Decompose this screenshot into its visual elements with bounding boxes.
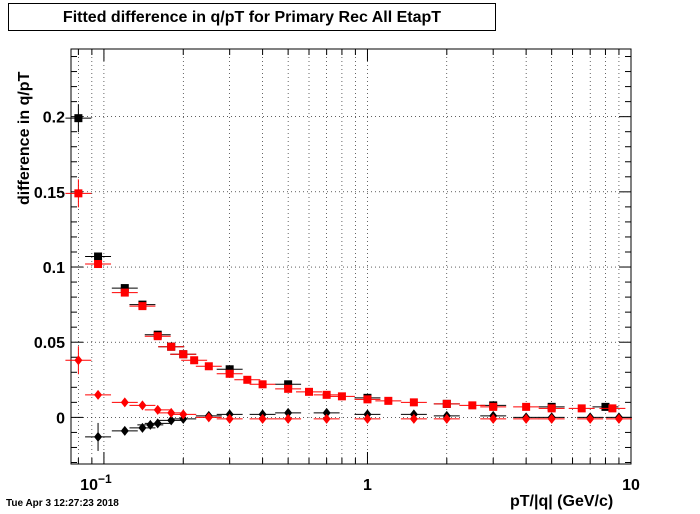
- data-point-square: [153, 332, 162, 341]
- data-point-square: [120, 288, 129, 297]
- data-point-square: [258, 380, 267, 389]
- data-point-diamond: [153, 418, 162, 429]
- data-point-square: [577, 404, 586, 413]
- x-tick-label: 10: [622, 477, 640, 494]
- data-point-diamond: [153, 404, 162, 415]
- data-point-square: [120, 284, 129, 293]
- title-box: Fitted difference in q/pT for Primary Re…: [8, 3, 496, 31]
- data-point-square: [225, 365, 234, 374]
- data-point-diamond: [547, 413, 556, 424]
- data-point-diamond: [284, 413, 293, 424]
- data-point-square: [322, 390, 331, 399]
- y-tick-label: 0.05: [34, 335, 65, 352]
- data-point-square: [608, 404, 617, 413]
- data-point-square: [468, 401, 477, 410]
- data-point-square: [74, 189, 83, 198]
- data-point-square: [409, 398, 418, 407]
- data-point-diamond: [489, 413, 498, 424]
- data-point-square: [304, 387, 313, 396]
- data-point-diamond: [409, 413, 418, 424]
- data-point-diamond: [138, 400, 147, 411]
- plot-frame: [70, 48, 632, 465]
- data-point-square: [74, 114, 83, 123]
- data-point-diamond: [363, 413, 372, 424]
- x-axis-label: pT/|q| (GeV/c): [510, 493, 614, 510]
- data-point-square: [94, 260, 103, 269]
- data-point-square: [337, 392, 346, 401]
- data-point-square: [284, 380, 293, 389]
- data-point-square: [190, 356, 199, 365]
- data-point-square: [284, 384, 293, 393]
- data-point-diamond: [74, 355, 83, 366]
- data-point-square: [94, 252, 103, 261]
- data-point-diamond: [614, 413, 623, 424]
- data-point-diamond: [120, 397, 129, 408]
- data-point-diamond: [284, 407, 293, 418]
- data-point-square: [489, 402, 498, 411]
- data-point-square: [522, 402, 531, 411]
- data-point-diamond: [258, 413, 267, 424]
- data-point-square: [138, 302, 147, 311]
- y-tick-label: 0.15: [34, 185, 65, 202]
- data-point-diamond: [146, 419, 155, 430]
- data-point-diamond: [94, 431, 103, 442]
- data-point-square: [363, 395, 372, 404]
- data-point-diamond: [120, 425, 129, 436]
- y-tick-label: 0: [56, 410, 65, 427]
- y-tick-label: 0.2: [43, 110, 65, 127]
- data-point-diamond: [94, 389, 103, 400]
- y-axis-label: difference in q/pT: [16, 71, 33, 205]
- data-point-diamond: [138, 422, 147, 433]
- data-point-square: [204, 362, 213, 371]
- data-point-diamond: [225, 413, 234, 424]
- data-point-diamond: [522, 413, 531, 424]
- data-point-square: [225, 369, 234, 378]
- data-point-square: [601, 402, 610, 411]
- data-point-diamond: [167, 415, 176, 426]
- grid-lines: [71, 49, 632, 464]
- x-tick-label: 10−1: [80, 472, 112, 494]
- data-points: [65, 104, 632, 451]
- chart-title: Fitted difference in q/pT for Primary Re…: [62, 9, 442, 26]
- data-point-diamond: [322, 407, 331, 418]
- data-point-diamond: [322, 413, 331, 424]
- data-point-square: [384, 396, 393, 405]
- data-point-square: [243, 375, 252, 384]
- timestamp: Tue Apr 3 12:27:23 2018: [6, 498, 119, 509]
- data-point-diamond: [586, 413, 595, 424]
- data-point-diamond: [167, 407, 176, 418]
- data-point-square: [167, 342, 176, 351]
- data-point-square: [442, 399, 451, 408]
- data-point-diamond: [179, 409, 188, 420]
- x-tick-label: 1: [363, 477, 372, 494]
- data-point-square: [547, 404, 556, 413]
- data-point-square: [179, 350, 188, 359]
- data-point-diamond: [204, 412, 213, 423]
- y-tick-label: 0.1: [43, 260, 65, 277]
- data-point-diamond: [442, 413, 451, 424]
